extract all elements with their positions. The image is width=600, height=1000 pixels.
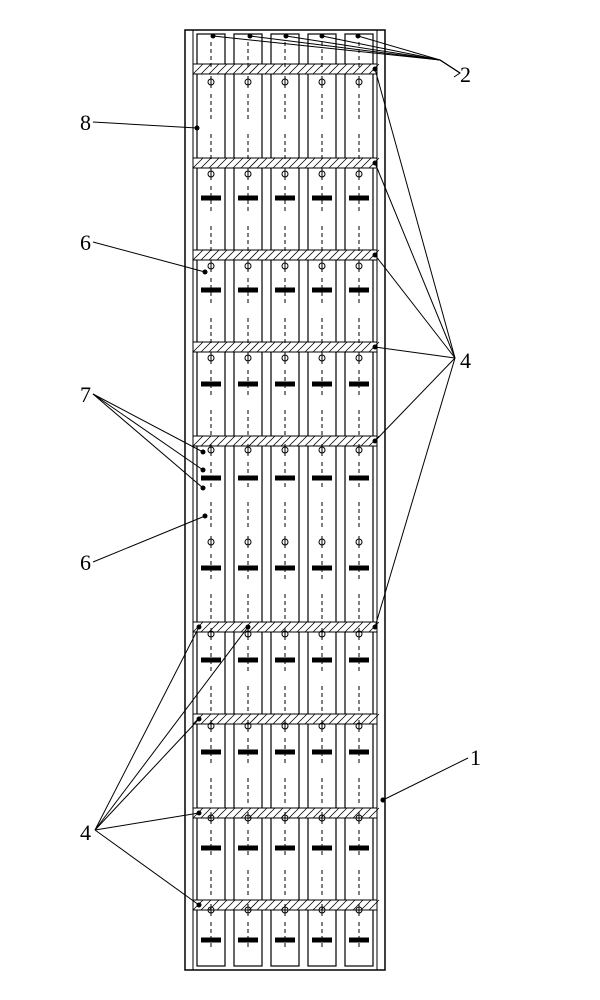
label-1: 1	[470, 745, 481, 771]
label-7: 7	[80, 382, 91, 408]
label-6a: 6	[80, 230, 91, 256]
label-4b: 4	[80, 820, 91, 846]
label-4a: 4	[460, 348, 471, 374]
label-6b: 6	[80, 550, 91, 576]
label-8: 8	[80, 110, 91, 136]
label-2: 2	[460, 62, 471, 88]
